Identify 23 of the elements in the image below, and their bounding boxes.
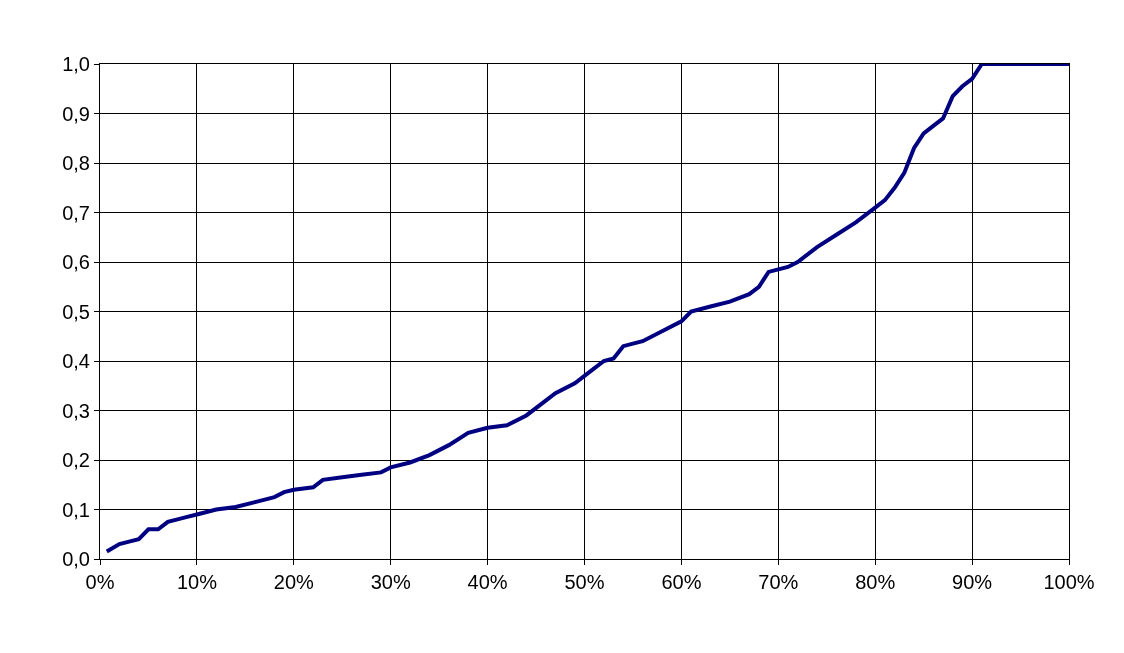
x-tick-label: 90% — [952, 571, 993, 593]
y-tick-label: 0,0 — [62, 548, 90, 570]
y-tick-label: 0,7 — [62, 201, 90, 224]
x-tick-label: 60% — [661, 571, 702, 593]
line-series — [104, 64, 1069, 554]
y-tick-label: 0,1 — [62, 498, 90, 521]
x-tick-label: 80% — [855, 571, 896, 593]
x-tick-label: 40% — [467, 571, 508, 593]
y-tick-label: 1,0 — [62, 53, 90, 75]
y-tick-label: 0,4 — [62, 350, 90, 372]
x-tick-label: 0% — [85, 571, 115, 593]
x-tick-label: 70% — [758, 571, 799, 593]
x-tick-label: 30% — [370, 571, 411, 593]
y-tick-label: 0,6 — [62, 251, 90, 273]
x-tick-label: 100% — [1043, 571, 1095, 593]
y-tick-label: 0,9 — [62, 102, 90, 125]
y-tick-label: 0,2 — [62, 449, 90, 471]
x-tick-label: 50% — [564, 571, 605, 593]
y-tick-label: 0,5 — [62, 300, 90, 323]
y-tick-label: 0,3 — [62, 399, 90, 422]
y-tick-label: 0,8 — [62, 152, 90, 174]
x-tick-label: 10% — [176, 571, 218, 593]
x-tick-label: 20% — [273, 571, 315, 593]
